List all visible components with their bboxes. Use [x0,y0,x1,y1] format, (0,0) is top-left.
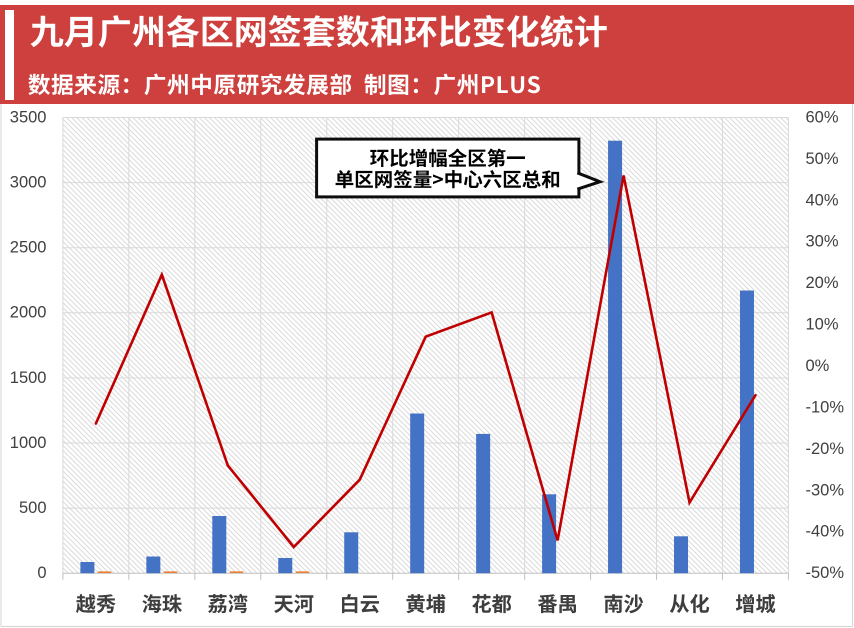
svg-text:2000: 2000 [10,304,47,322]
svg-text:3000: 3000 [10,174,47,192]
svg-text:20%: 20% [806,274,839,292]
svg-text:40%: 40% [806,191,839,209]
svg-text:-30%: -30% [806,481,845,499]
svg-text:3500: 3500 [10,108,47,126]
svg-text:-20%: -20% [806,440,845,458]
svg-text:0: 0 [37,564,46,582]
svg-text:-10%: -10% [806,398,845,416]
svg-text:-40%: -40% [806,523,845,541]
svg-text:1000: 1000 [10,434,47,452]
svg-text:500: 500 [19,499,47,517]
svg-text:0%: 0% [806,357,830,375]
svg-text:2500: 2500 [10,239,47,257]
svg-text:-50%: -50% [806,564,845,582]
svg-text:1500: 1500 [10,369,47,387]
svg-text:10%: 10% [806,316,839,334]
svg-text:50%: 50% [806,150,839,168]
svg-text:60%: 60% [806,108,839,126]
svg-text:30%: 30% [806,233,839,251]
